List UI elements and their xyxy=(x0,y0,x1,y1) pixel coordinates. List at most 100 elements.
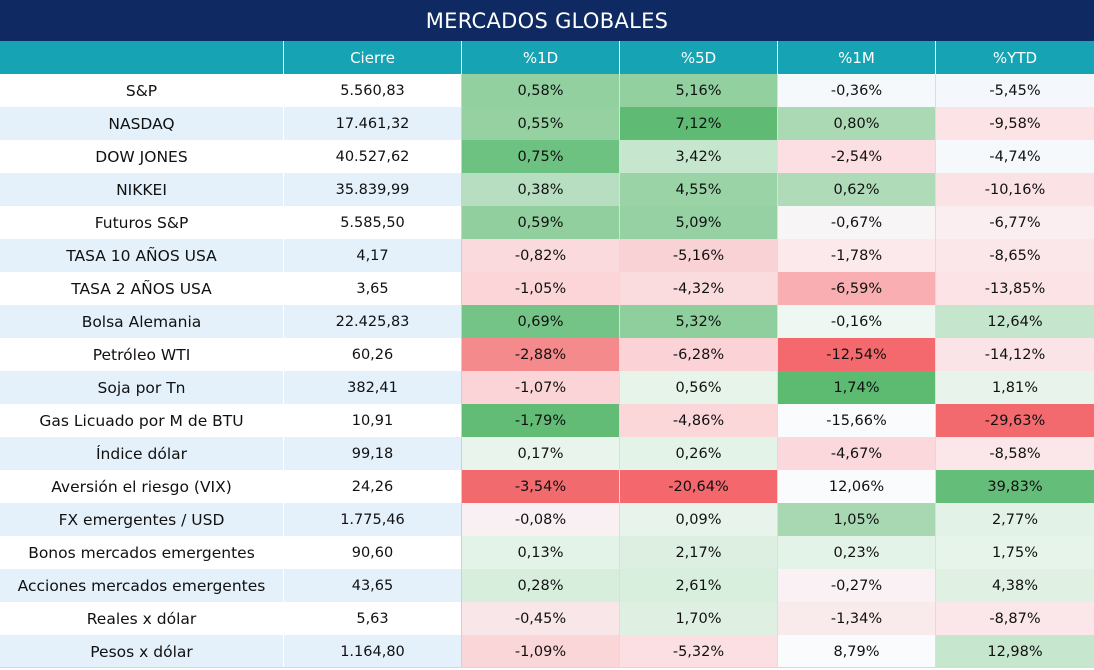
row-m1: -2,54% xyxy=(778,140,936,173)
row-ytd: -29,63% xyxy=(936,404,1094,437)
row-ytd: -8,65% xyxy=(936,239,1094,272)
table-row: Soja por Tn 382,41 -1,07% 0,56% 1,74% 1,81% xyxy=(0,371,1094,404)
row-name: FX emergentes / USD xyxy=(0,503,284,536)
row-d1: 0,55% xyxy=(462,107,620,140)
row-name: Soja por Tn xyxy=(0,371,284,404)
table-row: Índice dólar 99,18 0,17% 0,26% -4,67% -8,58% xyxy=(0,437,1094,470)
header-name xyxy=(0,41,284,74)
row-name: Gas Licuado por M de BTU xyxy=(0,404,284,437)
header-5d: %5D xyxy=(620,41,778,74)
row-name: S&P xyxy=(0,74,284,107)
row-ytd: 12,98% xyxy=(936,635,1094,668)
row-m1: -1,78% xyxy=(778,239,936,272)
row-d5: 1,70% xyxy=(620,602,778,635)
row-name: Reales x dólar xyxy=(0,602,284,635)
row-m1: 12,06% xyxy=(778,470,936,503)
row-name: Petróleo WTI xyxy=(0,338,284,371)
row-d5: 2,61% xyxy=(620,569,778,602)
row-d1: -1,05% xyxy=(462,272,620,305)
row-ytd: -9,58% xyxy=(936,107,1094,140)
row-m1: -4,67% xyxy=(778,437,936,470)
row-cierre: 43,65 xyxy=(284,569,462,602)
table-row: Futuros S&P 5.585,50 0,59% 5,09% -0,67% -6,77… xyxy=(0,206,1094,239)
row-cierre: 40.527,62 xyxy=(284,140,462,173)
row-m1: 1,05% xyxy=(778,503,936,536)
row-d1: -0,08% xyxy=(462,503,620,536)
row-ytd: -8,87% xyxy=(936,602,1094,635)
row-m1: -0,36% xyxy=(778,74,936,107)
row-m1: -1,34% xyxy=(778,602,936,635)
row-name: Pesos x dólar xyxy=(0,635,284,668)
row-m1: 1,74% xyxy=(778,371,936,404)
row-cierre: 5.585,50 xyxy=(284,206,462,239)
row-ytd: 2,77% xyxy=(936,503,1094,536)
row-m1: -12,54% xyxy=(778,338,936,371)
row-cierre: 24,26 xyxy=(284,470,462,503)
row-ytd: 12,64% xyxy=(936,305,1094,338)
header-1m: %1M xyxy=(778,41,936,74)
row-m1: -0,67% xyxy=(778,206,936,239)
header-ytd: %YTD xyxy=(992,48,1038,67)
row-d5: -4,32% xyxy=(620,272,778,305)
row-d1: 0,59% xyxy=(462,206,620,239)
row-d1: 0,13% xyxy=(462,536,620,569)
row-name: Acciones mercados emergentes xyxy=(0,569,284,602)
row-cierre: 5.560,83 xyxy=(284,74,462,107)
row-ytd: -13,85% xyxy=(936,272,1094,305)
row-d5: -5,32% xyxy=(620,635,778,668)
row-ytd: -5,45% xyxy=(936,74,1094,107)
row-cierre: 5,63 xyxy=(284,602,462,635)
table-row: Acciones mercados emergentes 43,65 0,28% 2,… xyxy=(0,569,1094,602)
table-title: MERCADOS GLOBALES xyxy=(0,0,1094,41)
row-m1: -0,27% xyxy=(778,569,936,602)
row-cierre: 60,26 xyxy=(284,338,462,371)
row-m1: -0,16% xyxy=(778,305,936,338)
table-row: Pesos x dólar 1.164,80 -1,09% -5,32% 8,79% 12… xyxy=(0,635,1094,668)
row-name: TASA 10 AÑOS USA xyxy=(0,239,284,272)
row-cierre: 17.461,32 xyxy=(284,107,462,140)
row-d5: 7,12% xyxy=(620,107,778,140)
table-row: NIKKEI 35.839,99 0,38% 4,55% 0,62% -10,16% xyxy=(0,173,1094,206)
row-cierre: 3,65 xyxy=(284,272,462,305)
table-row: Bolsa Alemania 22.425,83 0,69% 5,32% -0,16% 1… xyxy=(0,305,1094,338)
table-row: FX emergentes / USD 1.775,46 -0,08% 0,09% 1,… xyxy=(0,503,1094,536)
table-row: Aversión el riesgo (VIX) 24,26 -3,54% -20,6… xyxy=(0,470,1094,503)
row-cierre: 22.425,83 xyxy=(284,305,462,338)
row-m1: 0,80% xyxy=(778,107,936,140)
row-ytd: -6,77% xyxy=(936,206,1094,239)
row-d1: 0,38% xyxy=(462,173,620,206)
row-name: Índice dólar xyxy=(0,437,284,470)
row-cierre: 382,41 xyxy=(284,371,462,404)
row-name: NIKKEI xyxy=(0,173,284,206)
row-d5: 3,42% xyxy=(620,140,778,173)
bottom-border xyxy=(0,667,1094,668)
row-m1: 0,62% xyxy=(778,173,936,206)
row-d5: -5,16% xyxy=(620,239,778,272)
row-d1: -1,09% xyxy=(462,635,620,668)
table-row: Reales x dólar 5,63 -0,45% 1,70% -1,34% -8,87… xyxy=(0,602,1094,635)
row-d1: 0,75% xyxy=(462,140,620,173)
row-d5: -4,86% xyxy=(620,404,778,437)
row-d1: -1,79% xyxy=(462,404,620,437)
row-cierre: 1.775,46 xyxy=(284,503,462,536)
row-m1: -15,66% xyxy=(778,404,936,437)
table-row: Bonos mercados emergentes 90,60 0,13% 2,17%… xyxy=(0,536,1094,569)
row-name: TASA 2 AÑOS USA xyxy=(0,272,284,305)
row-name: Bolsa Alemania xyxy=(0,305,284,338)
row-d1: -0,45% xyxy=(462,602,620,635)
table-row: NASDAQ 17.461,32 0,55% 7,12% 0,80% -9,58% xyxy=(0,107,1094,140)
row-name: DOW JONES xyxy=(0,140,284,173)
header-row: Cierre %1D %5D %1M %YTD xyxy=(0,41,1094,74)
row-cierre: 10,91 xyxy=(284,404,462,437)
table-row: DOW JONES 40.527,62 0,75% 3,42% -2,54% -4,74% xyxy=(0,140,1094,173)
row-name: Bonos mercados emergentes xyxy=(0,536,284,569)
row-d1: -1,07% xyxy=(462,371,620,404)
row-d1: -2,88% xyxy=(462,338,620,371)
row-d5: -6,28% xyxy=(620,338,778,371)
row-d5: 2,17% xyxy=(620,536,778,569)
row-d5: 0,56% xyxy=(620,371,778,404)
row-cierre: 90,60 xyxy=(284,536,462,569)
row-d1: -3,54% xyxy=(462,470,620,503)
row-name: Aversión el riesgo (VIX) xyxy=(0,470,284,503)
row-d5: 5,32% xyxy=(620,305,778,338)
